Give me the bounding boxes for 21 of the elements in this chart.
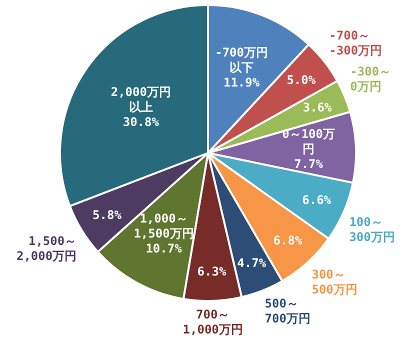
data-label: 11.9% (223, 76, 260, 90)
slice-label: 500～ 700万円 (264, 296, 310, 326)
data-label: 5.0% (286, 72, 316, 87)
slice-label: 1,500～ 2,000万円 (16, 234, 77, 263)
data-label: 4.7% (237, 256, 267, 270)
slice-label: 2,000万円以上 (110, 84, 171, 114)
slice-label: -700～ -300万円 (329, 28, 382, 58)
data-label: 7.7% (294, 157, 324, 172)
data-label: 10.7% (146, 241, 183, 256)
data-label: 5.8% (92, 208, 122, 222)
slice-label: -700万円以下 (215, 46, 268, 75)
slice-label: 1,000～ 1,500万円 (134, 211, 194, 240)
slice-label: 100～ 300万円 (349, 214, 395, 244)
data-label: 6.8% (273, 234, 303, 248)
data-label: 6.6% (302, 193, 332, 208)
data-label: 3.6% (302, 100, 333, 114)
slice-label: -300～ 0万円 (350, 64, 392, 94)
data-label: 30.8% (122, 114, 160, 129)
slice-label: 700～ 1,000万円 (182, 307, 243, 336)
slice-label: 300～ 500万円 (312, 267, 358, 296)
data-label: 6.3% (197, 264, 227, 278)
